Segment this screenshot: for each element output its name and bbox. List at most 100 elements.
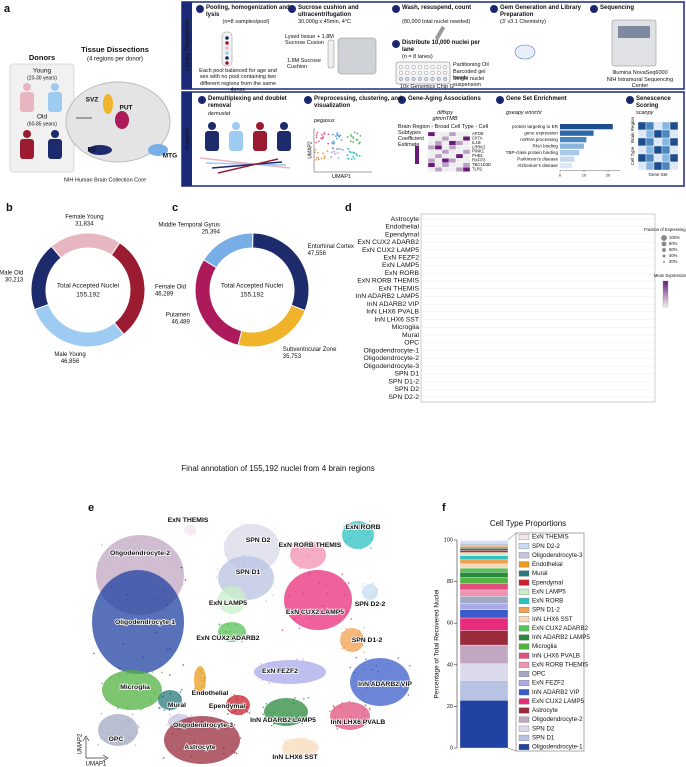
tissue-subtitle: (4 regions per donor)	[87, 57, 143, 63]
cluster-speck	[265, 588, 268, 591]
gene-label: PINK1	[472, 149, 485, 154]
y-tick-label: 40	[447, 662, 453, 668]
center-title: Total Accepted Nuclei	[221, 283, 283, 290]
cluster-speck	[175, 714, 178, 716]
cluster-speck	[225, 706, 227, 709]
heat-cell	[427, 140, 436, 146]
cluster-speck	[341, 702, 343, 704]
cluster-speck	[303, 592, 305, 594]
cluster-speck	[231, 711, 233, 714]
cluster-speck	[142, 536, 145, 539]
cluster-speck	[336, 728, 339, 730]
cluster-speck	[272, 594, 274, 597]
heat-cell	[455, 145, 464, 150]
axis-note: UMAP2	[307, 141, 313, 158]
cluster-speck	[322, 604, 325, 607]
heat-cell	[455, 167, 464, 172]
score-cell	[669, 137, 679, 147]
cluster-label: Microglia	[120, 684, 150, 691]
cluster-speck	[272, 723, 275, 725]
umap-dot	[327, 133, 330, 136]
cluster-speck	[235, 695, 238, 697]
x-label: UMAP1	[86, 762, 107, 767]
step-note: Each pool balanced for age and sex with …	[199, 68, 277, 93]
cluster-speck	[310, 756, 312, 758]
legend-swatch	[518, 588, 530, 595]
cluster-speck	[364, 592, 367, 594]
chip-well	[443, 64, 448, 69]
cluster-speck	[223, 624, 226, 626]
cluster-speck	[228, 631, 230, 633]
panel-label: b	[6, 202, 13, 214]
sequencer-screen	[618, 26, 650, 38]
cluster-speck	[371, 584, 373, 587]
cluster-speck	[341, 647, 344, 650]
centrifuge	[337, 37, 377, 75]
legend-label: Microglia	[532, 643, 557, 650]
cluster-speck	[183, 527, 186, 530]
legend-label: ExN FEZF2	[532, 680, 565, 687]
heat-cell	[441, 153, 450, 159]
umap-axes	[313, 128, 372, 173]
umap-dot	[350, 158, 353, 161]
y-label: Percentage of Total Recovered Nuclei	[434, 590, 441, 699]
cluster-speck	[305, 736, 308, 739]
cluster-speck	[361, 644, 364, 647]
heat-cell	[441, 136, 450, 141]
bar-segment	[459, 540, 509, 544]
enrichment-term: gene expression	[524, 130, 558, 135]
umap-dot	[316, 131, 319, 134]
cluster-speck	[200, 685, 203, 687]
legend-label: ExN LAMP5	[532, 588, 566, 595]
legend-swatch	[518, 643, 530, 650]
heat-cell	[434, 149, 443, 155]
cluster-speck	[308, 573, 311, 575]
enrichment-term: Alzheimer's disease	[517, 163, 558, 168]
cluster-speck	[366, 540, 369, 542]
cluster-speck	[352, 723, 355, 725]
young-label: Young	[33, 68, 52, 75]
cluster-speck	[190, 532, 193, 535]
cluster-speck	[313, 739, 316, 742]
row-label: ExN RORB	[385, 270, 420, 277]
panel-label: f	[442, 502, 446, 514]
umap-dot	[359, 141, 361, 144]
cluster-speck	[361, 585, 363, 588]
cluster-speck	[219, 719, 222, 722]
cluster-speck	[233, 694, 235, 696]
cluster-speck	[302, 661, 305, 663]
legend-label: Ependymal	[532, 579, 563, 586]
umap-dot	[356, 138, 359, 141]
cluster-speck	[240, 713, 243, 716]
cluster-speck	[308, 617, 311, 620]
donor-icon	[20, 139, 34, 159]
heat-cell	[448, 136, 457, 141]
chip-well	[417, 76, 422, 81]
cluster-speck	[353, 672, 356, 674]
umap-dot	[340, 138, 343, 141]
gene-label: IL1B	[472, 140, 481, 145]
step-badge	[392, 5, 400, 13]
umap-dot	[322, 152, 325, 155]
source: NIH Human Brain Collection Core	[64, 177, 146, 183]
gem-drop	[514, 44, 536, 60]
cluster-speck	[265, 703, 267, 705]
cluster-speck	[356, 644, 359, 646]
cluster-speck	[228, 699, 230, 701]
cluster-speck	[188, 534, 191, 536]
step-badge	[288, 5, 296, 13]
bar-segment	[459, 539, 509, 542]
donor-icon	[23, 130, 31, 138]
panel-label: d	[345, 202, 352, 214]
cluster-speck	[186, 524, 189, 526]
cluster-speck	[309, 750, 311, 753]
cluster-speck	[203, 679, 206, 681]
heat-cell	[455, 149, 464, 155]
heat-cell	[462, 149, 471, 155]
gene-label: CIITA	[472, 136, 483, 141]
step-title: Sucrose cushion and ultracentrifugation	[298, 5, 359, 18]
tube-sample	[225, 61, 229, 65]
cluster-speck	[243, 631, 245, 634]
cluster-cloud	[362, 584, 378, 600]
donor-icon	[280, 122, 288, 130]
